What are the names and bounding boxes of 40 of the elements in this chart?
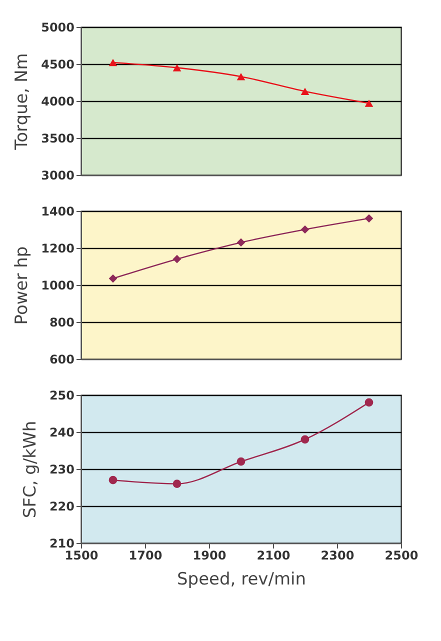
y-tick-label: 3000 bbox=[41, 168, 74, 182]
point bbox=[364, 214, 374, 223]
point bbox=[108, 476, 118, 484]
y-tick-label: 800 bbox=[49, 316, 74, 330]
y-tick-label: 5000 bbox=[41, 20, 74, 34]
y-axis-title: SFC, g/kWh bbox=[20, 420, 40, 518]
x-axis-title: Speed, rev/min bbox=[176, 570, 306, 590]
x-tick-label: 2300 bbox=[320, 548, 354, 562]
x-tick-label: 2500 bbox=[384, 548, 418, 562]
point bbox=[108, 274, 118, 283]
y-tick-label: 1400 bbox=[41, 204, 74, 218]
y-tick-label: 600 bbox=[49, 352, 74, 366]
x-tick-label: 2100 bbox=[256, 548, 290, 562]
y-tick-label: 3500 bbox=[41, 132, 74, 146]
y-tick-label: 250 bbox=[49, 388, 74, 402]
point bbox=[300, 435, 310, 444]
point bbox=[236, 457, 246, 466]
point bbox=[364, 398, 374, 407]
x-tick-label: 1700 bbox=[128, 548, 162, 562]
point bbox=[172, 254, 182, 264]
point bbox=[172, 64, 182, 72]
point bbox=[364, 100, 374, 107]
point bbox=[172, 480, 182, 488]
y-axis-title: Torque, Nm bbox=[12, 53, 32, 151]
y-tick-label: 4500 bbox=[41, 58, 74, 72]
x-tick-label: 1900 bbox=[192, 548, 226, 562]
y-tick-label: 220 bbox=[49, 500, 74, 514]
y-tick-label: 230 bbox=[49, 462, 74, 476]
point bbox=[108, 58, 118, 66]
y-tick-label: 210 bbox=[49, 536, 74, 550]
y-tick-label: 4000 bbox=[41, 94, 74, 108]
point bbox=[300, 88, 310, 96]
y-tick-label: 1000 bbox=[41, 278, 74, 292]
y-tick-label: 1200 bbox=[41, 242, 74, 256]
point bbox=[236, 72, 246, 80]
point bbox=[300, 225, 310, 234]
y-tick-label: 240 bbox=[49, 426, 74, 440]
point bbox=[236, 238, 246, 247]
x-tick-label: 1500 bbox=[64, 548, 98, 562]
y-axis-title: Power hp bbox=[12, 246, 32, 325]
